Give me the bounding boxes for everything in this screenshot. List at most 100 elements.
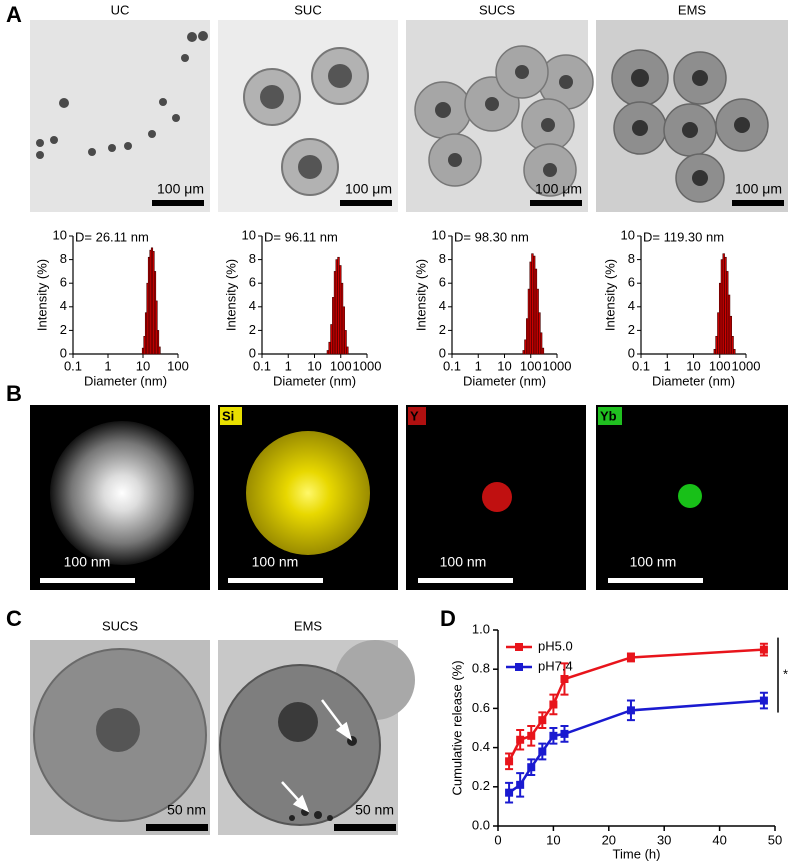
- y-tick-label: 4: [60, 298, 67, 313]
- x-tick-label: 100: [167, 358, 189, 373]
- y-axis-label: Intensity (%): [34, 259, 49, 331]
- annotation: D= 119.30 nm: [643, 229, 724, 244]
- tem-image: [596, 20, 788, 212]
- x-tick-label: 1: [104, 358, 111, 373]
- marker: [759, 696, 768, 705]
- y-tick-label: 0.6: [472, 700, 490, 715]
- marker: [505, 788, 514, 797]
- image-title: EMS: [294, 618, 323, 633]
- x-axis-label: Diameter (nm): [652, 373, 735, 388]
- x-tick-label: 1000: [353, 358, 382, 373]
- legend-label: pH7.4: [538, 658, 573, 673]
- bar: [731, 335, 734, 355]
- marker: [527, 763, 536, 772]
- tem-image: [218, 640, 415, 835]
- x-tick-label: 1: [475, 358, 482, 373]
- particle: [482, 482, 512, 512]
- x-tick-label: 1000: [732, 358, 761, 373]
- x-tick-label: 40: [712, 832, 726, 847]
- y-tick-label: 2: [249, 322, 256, 337]
- marker: [538, 716, 547, 725]
- y-tick-label: 6: [628, 275, 635, 290]
- bar: [346, 346, 349, 355]
- scale-label: 100 μm: [535, 181, 582, 197]
- annotation: D= 96.11 nm: [264, 229, 338, 244]
- particle: [50, 421, 194, 565]
- x-tick-label: 0.1: [443, 358, 461, 373]
- scale-label: 50 nm: [355, 802, 394, 818]
- image-title: EMS: [678, 2, 707, 17]
- image-title: SUC: [294, 2, 321, 17]
- x-tick-label: 100: [520, 358, 542, 373]
- x-tick-label: 0.1: [253, 358, 271, 373]
- x-axis-label: Time (h): [613, 846, 661, 861]
- element-label: Yb: [600, 408, 617, 423]
- y-tick-label: 2: [439, 322, 446, 337]
- marker: [560, 729, 569, 738]
- image-title: SUCS: [479, 2, 515, 17]
- scale-label: 100 nm: [440, 554, 487, 570]
- y-tick-label: 6: [439, 275, 446, 290]
- marker: [527, 731, 536, 740]
- y-tick-label: 0: [439, 345, 446, 360]
- x-tick-label: 1: [285, 358, 292, 373]
- bar: [733, 348, 736, 355]
- y-tick-label: 10: [432, 227, 446, 242]
- particle: [246, 431, 370, 555]
- x-tick-label: 1: [664, 358, 671, 373]
- legend-marker: [515, 663, 523, 671]
- x-tick-label: 30: [657, 832, 671, 847]
- panel-label: C: [6, 606, 22, 631]
- y-tick-label: 8: [439, 251, 446, 266]
- marker: [549, 731, 558, 740]
- x-tick-label: 1000: [543, 358, 572, 373]
- tem-image: [406, 20, 594, 212]
- y-tick-label: 0: [249, 345, 256, 360]
- marker: [516, 735, 525, 744]
- x-tick-label: 0.1: [632, 358, 650, 373]
- element-label: Y: [410, 408, 419, 423]
- y-tick-label: 8: [60, 251, 67, 266]
- scale-label: 100 μm: [345, 181, 392, 197]
- marker: [505, 757, 514, 766]
- marker: [560, 675, 569, 683]
- x-tick-label: 100: [709, 358, 731, 373]
- x-tick-label: 10: [136, 358, 150, 373]
- annotation: D= 26.11 nm: [75, 229, 149, 244]
- bar: [155, 300, 158, 355]
- scale-label: 100 nm: [64, 554, 111, 570]
- x-tick-label: 10: [307, 358, 321, 373]
- y-tick-label: 0.8: [472, 661, 490, 676]
- x-tick-label: 10: [546, 832, 560, 847]
- y-tick-label: 4: [249, 298, 256, 313]
- y-tick-label: 10: [621, 227, 635, 242]
- legend-marker: [515, 643, 523, 651]
- y-tick-label: 10: [53, 227, 67, 242]
- panel-label: D: [440, 606, 456, 631]
- scale-label: 50 nm: [167, 802, 206, 818]
- x-axis-label: Diameter (nm): [463, 373, 546, 388]
- y-tick-label: 4: [439, 298, 446, 313]
- y-tick-label: 8: [249, 251, 256, 266]
- annotation: *: [783, 667, 788, 682]
- x-tick-label: 0: [494, 832, 501, 847]
- legend-label: pH5.0: [538, 638, 573, 653]
- scale-label: 100 μm: [157, 181, 204, 197]
- element-label: Si: [222, 408, 234, 423]
- tem-image: [218, 20, 398, 212]
- scale-label: 100 nm: [630, 554, 677, 570]
- x-tick-label: 20: [602, 832, 616, 847]
- bar: [541, 347, 545, 355]
- marker: [759, 645, 768, 654]
- scale-label: 100 μm: [735, 181, 782, 197]
- bar: [539, 332, 543, 355]
- y-axis-label: Intensity (%): [602, 259, 617, 331]
- particle: [678, 484, 702, 508]
- x-tick-label: 0.1: [64, 358, 82, 373]
- bar: [729, 315, 732, 355]
- x-tick-label: 50: [768, 832, 782, 847]
- x-tick-label: 100: [330, 358, 352, 373]
- panel-label: A: [6, 2, 22, 27]
- y-tick-label: 6: [60, 275, 67, 290]
